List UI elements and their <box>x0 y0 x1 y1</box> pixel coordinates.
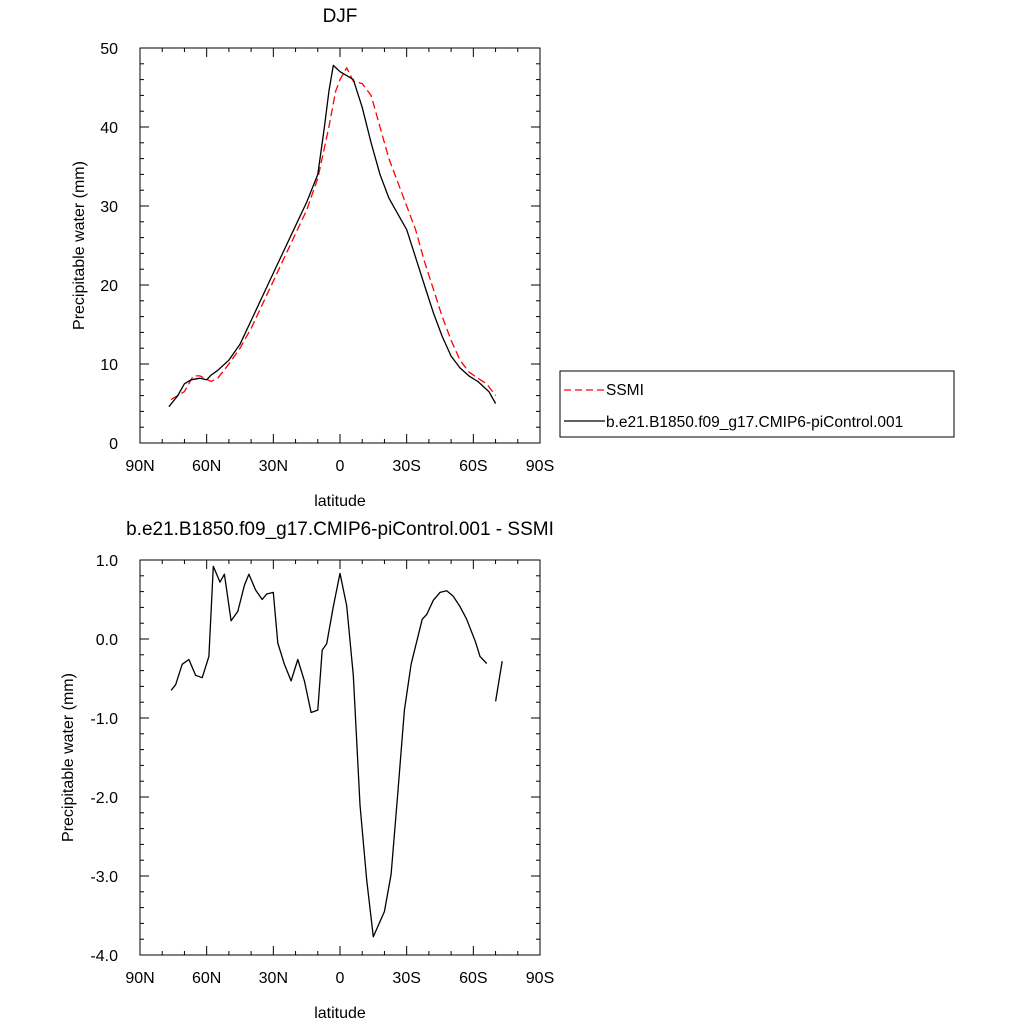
y-tick-label: 10 <box>100 357 118 374</box>
bottom-x-axis-label: latitude <box>314 1005 366 1022</box>
top-y-axis-label: Precipitable water (mm) <box>71 161 88 330</box>
bottom-panel: b.e21.B1850.f09_g17.CMIP6-piControl.001 … <box>60 519 554 1022</box>
x-tick-label: 30S <box>392 458 420 475</box>
bottom-plot-area: 90N 60N 30N 0 30S 60S 90S -4.0 -3.0 -2.0 -1.0 0.0 1.… <box>90 553 554 987</box>
y-tick-label: 40 <box>100 120 118 137</box>
x-tick-label: 60S <box>459 970 487 987</box>
y-tick-label: -2.0 <box>90 790 118 807</box>
series-line-model <box>168 64 497 408</box>
y-tick-label: 1.0 <box>96 553 118 570</box>
bottom-y-axis-label: Precipitable water (mm) <box>60 673 77 842</box>
x-tick-label: 60N <box>192 458 221 475</box>
x-tick-label: 0 <box>336 458 345 475</box>
y-tick-label: 0 <box>109 436 118 453</box>
y-tick-label: -3.0 <box>90 869 118 886</box>
x-tick-label: 30N <box>259 458 288 475</box>
y-tick-label: -1.0 <box>90 711 118 728</box>
bottom-panel-title: b.e21.B1850.f09_g17.CMIP6-piControl.001 … <box>126 519 554 540</box>
x-tick-label: 90N <box>125 970 154 987</box>
x-tick-label: 60S <box>459 458 487 475</box>
series-line-ssmi <box>170 67 497 401</box>
series-line-difference-seg0 <box>170 565 488 938</box>
plot-frame <box>139 559 541 956</box>
x-tick-label: 90N <box>125 458 154 475</box>
top-panel-title: DJF <box>323 6 358 27</box>
y-tick-label: 0.0 <box>96 632 118 649</box>
x-tick-label: 90S <box>526 458 554 475</box>
legend-box <box>559 370 955 438</box>
y-tick-label: 50 <box>100 41 118 58</box>
y-tick-label: -4.0 <box>90 948 118 965</box>
legend: SSMI b.e21.B1850.f09_g17.CMIP6-piControl… <box>559 370 955 438</box>
x-tick-label: 60N <box>192 970 221 987</box>
x-tick-label: 30S <box>392 970 420 987</box>
top-x-axis-label: latitude <box>314 493 366 510</box>
x-tick-label: 0 <box>336 970 345 987</box>
series-line-difference-seg1 <box>494 660 503 702</box>
legend-label-model: b.e21.B1850.f09_g17.CMIP6-piControl.001 <box>606 414 903 431</box>
x-tick-label: 90S <box>526 970 554 987</box>
y-tick-label: 20 <box>100 278 118 295</box>
top-panel: DJF 90N 60N 30N 0 30S 60S 90S 0 10 20 30 40 50 latit… <box>71 6 554 510</box>
top-plot-area: 90N 60N 30N 0 30S 60S 90S 0 10 20 30 40 50 <box>100 41 554 475</box>
y-tick-label: 30 <box>100 199 118 216</box>
legend-label-ssmi: SSMI <box>606 382 644 399</box>
x-tick-label: 30N <box>259 970 288 987</box>
